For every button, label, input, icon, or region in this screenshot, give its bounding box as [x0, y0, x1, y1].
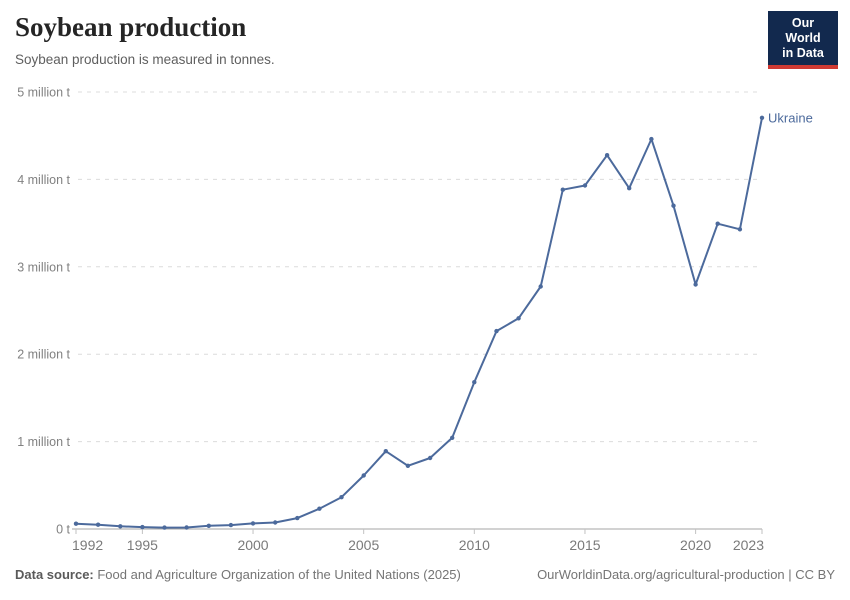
x-axis-label: 1995	[127, 537, 158, 553]
page-title: Soybean production	[15, 12, 247, 42]
owid-logo-line1: Our World	[785, 16, 821, 45]
data-point[interactable]	[206, 523, 211, 528]
data-point[interactable]	[649, 136, 654, 142]
y-axis-label: 1 million t	[17, 435, 70, 449]
data-point[interactable]	[538, 284, 543, 289]
data-point[interactable]	[228, 522, 234, 528]
y-axis-label: 4 million t	[17, 173, 70, 187]
x-axis-label: 2010	[459, 537, 490, 553]
data-point[interactable]	[693, 282, 698, 287]
data-point[interactable]	[250, 521, 256, 526]
data-point[interactable]	[383, 449, 388, 454]
x-axis-label: 2023	[733, 537, 764, 553]
owid-logo[interactable]: Our World in Data	[768, 11, 838, 69]
data-point[interactable]	[273, 520, 278, 525]
x-axis-label: 1992	[72, 537, 103, 553]
data-point[interactable]	[95, 522, 101, 527]
chart-header: Soybean production Soybean production is…	[15, 12, 275, 67]
x-axis-label: 2000	[237, 537, 268, 553]
data-point[interactable]	[405, 463, 411, 468]
y-axis-label: 5 million t	[17, 86, 70, 100]
data-source-label: Data source:	[15, 567, 94, 582]
y-axis-label: 0 t	[56, 523, 70, 537]
y-axis-label: 2 million t	[17, 348, 70, 362]
data-point[interactable]	[582, 183, 588, 188]
data-point[interactable]	[339, 495, 344, 500]
data-point[interactable]	[715, 221, 720, 226]
x-axis-label: 2015	[569, 537, 600, 553]
data-point[interactable]	[140, 524, 145, 530]
data-point[interactable]	[494, 328, 499, 334]
data-point[interactable]	[295, 515, 300, 521]
x-axis-label: 2005	[348, 537, 379, 553]
data-point[interactable]	[118, 524, 123, 529]
data-point[interactable]	[627, 186, 632, 191]
data-point[interactable]	[361, 473, 366, 478]
y-axis-label: 3 million t	[17, 260, 70, 274]
data-point[interactable]	[317, 506, 322, 511]
owid-logo-line2: in Data	[782, 46, 824, 60]
data-point[interactable]	[560, 187, 565, 192]
data-point[interactable]	[73, 521, 79, 526]
data-point[interactable]	[162, 525, 167, 530]
data-point[interactable]	[737, 227, 743, 232]
data-source-text: Food and Agriculture Organization of the…	[93, 567, 461, 582]
data-point[interactable]	[516, 316, 521, 321]
data-point[interactable]	[472, 380, 477, 385]
data-point[interactable]	[604, 153, 610, 158]
chart-subtitle: Soybean production is measured in tonnes…	[15, 52, 275, 68]
x-axis-label: 2020	[680, 537, 711, 553]
data-point[interactable]	[184, 525, 189, 530]
entity-label-ukraine[interactable]: Ukraine	[768, 110, 813, 125]
data-point[interactable]	[759, 115, 765, 121]
data-point[interactable]	[427, 455, 433, 461]
data-source-note: Data source: Food and Agriculture Organi…	[15, 567, 461, 582]
series-line-ukraine[interactable]	[75, 116, 763, 529]
license-note[interactable]: OurWorldinData.org/agricultural-producti…	[537, 567, 835, 582]
data-point[interactable]	[450, 435, 455, 440]
data-point[interactable]	[671, 203, 676, 208]
chart-footer: Data source: Food and Agriculture Organi…	[15, 567, 835, 582]
